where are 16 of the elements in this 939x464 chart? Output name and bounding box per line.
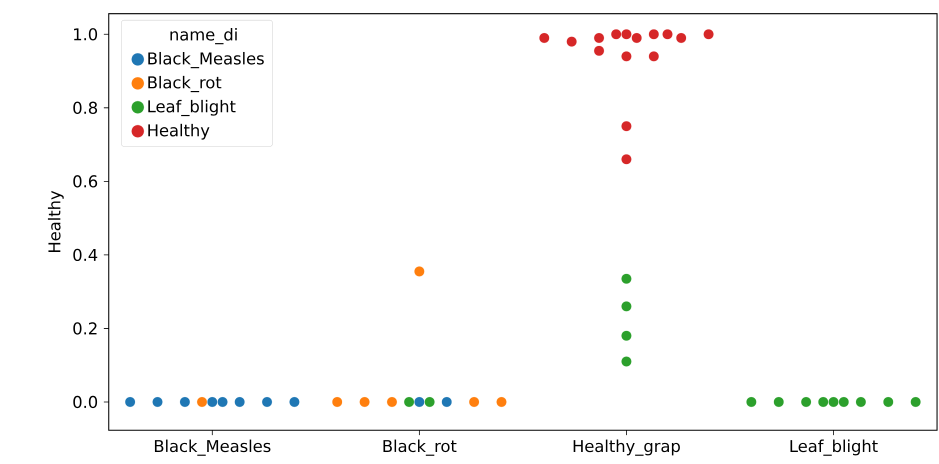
y-tick-label: 0.2 [73, 322, 97, 335]
x-tick-label: Black_Measles [154, 440, 270, 456]
legend-label: Healthy [148, 124, 210, 140]
y-tick-label: 0.4 [73, 248, 98, 262]
legend-label: Black_rot [148, 76, 222, 92]
x-tick-label: Healthy_grap [574, 440, 680, 456]
y-tick-label: 0.6 [73, 175, 98, 188]
x-tick-label: Black_rot [383, 440, 456, 456]
legend-title: name_di [170, 28, 237, 44]
y-tick-label: 0.8 [73, 102, 98, 114]
legend-label: Leaf_blight [148, 100, 236, 116]
legend-label: Black_Measles [148, 52, 264, 68]
y-axis-title: Healthy [48, 191, 64, 252]
y-tick-label: 1.0 [74, 28, 98, 41]
x-tick-label: Leaf_blight [790, 440, 878, 456]
y-tick-label: 0.0 [73, 396, 98, 408]
